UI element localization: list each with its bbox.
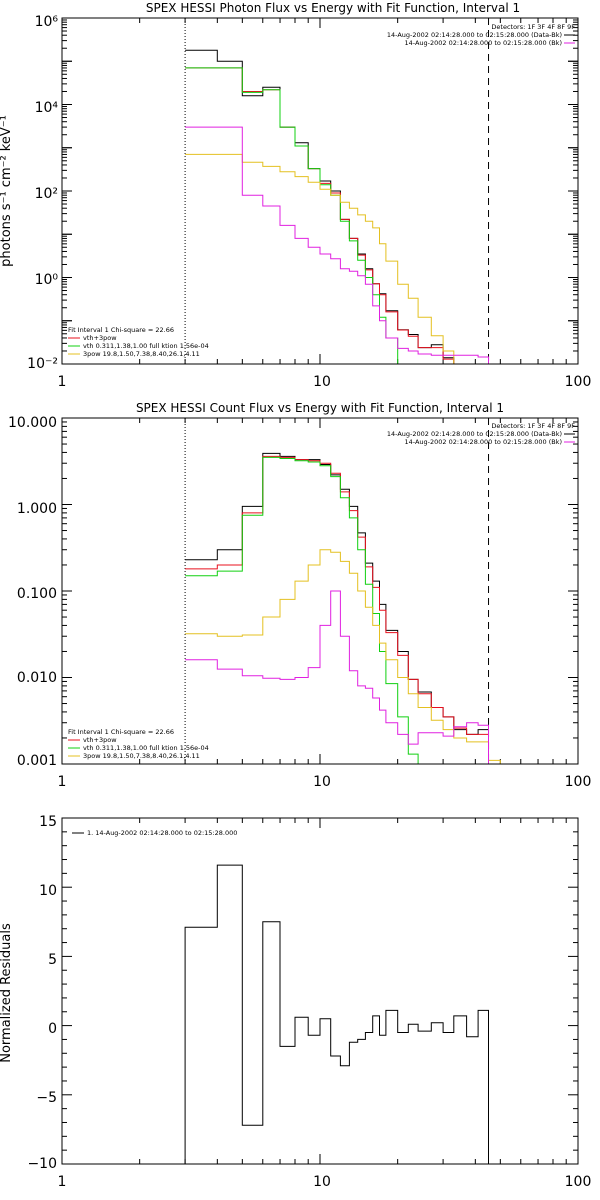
x-tick-label-10: 10 bbox=[313, 374, 331, 390]
x-tick-label-100: 100 bbox=[565, 374, 592, 390]
count-flux-title: SPEX HESSI Count Flux vs Energy with Fit… bbox=[136, 401, 504, 415]
photon-flux-x-tick-labels: 1 10 100 bbox=[58, 374, 592, 390]
data-interval-text: 14-Aug-2002 02:14:28.000 to 02:15:28.000… bbox=[387, 430, 562, 438]
x-tick-label-1: 1 bbox=[58, 1174, 67, 1190]
background-interval-text: 14-Aug-2002 02:14:28.000 to 02:15:28.000… bbox=[405, 438, 562, 446]
residuals-plot-frame bbox=[61, 817, 579, 1165]
x-tick-label-10: 10 bbox=[313, 774, 331, 790]
photon-flux-plot-frame bbox=[61, 17, 579, 365]
y-tick-label-15: 15 bbox=[39, 814, 57, 830]
y-tick-label-1e4: 10⁴ bbox=[35, 100, 59, 116]
residuals-ticks bbox=[61, 817, 579, 1165]
residuals-y-axis-label: Normalized Residuals bbox=[0, 923, 14, 1063]
y-tick-label-minus5: −5 bbox=[36, 1090, 57, 1106]
residuals-panel: 1 10 100 15 10 5 0 −5 −10 Normalized Res… bbox=[0, 814, 591, 1190]
count-flux-info-box: Detectors: 1F 3F 4F 8F 9F 14-Aug-2002 02… bbox=[387, 422, 575, 446]
photon-flux-series bbox=[185, 49, 489, 365]
residuals-series bbox=[184, 864, 489, 1164]
y-tick-label-1e-2: 10⁻² bbox=[27, 356, 58, 372]
series-vth-3pow-line bbox=[185, 67, 479, 365]
vth-params-text: vth 0.311,1.38,1.00 full ktion 1.56e-04 bbox=[83, 744, 209, 752]
y-tick-label-minus10: −10 bbox=[27, 1156, 57, 1172]
vth-params-text: vth 0.311,1.38,1.00 full ktion 1.56e-04 bbox=[83, 342, 209, 350]
series-residuals-line bbox=[184, 864, 489, 1164]
y-tick-label-1e0: 10⁰ bbox=[35, 272, 59, 288]
series-vth-line bbox=[185, 67, 409, 365]
y-tick-label-10: 10 bbox=[39, 883, 57, 899]
count-flux-y-tick-labels: 10.000 1.000 0.100 0.010 0.001 bbox=[8, 415, 57, 769]
x-tick-label-1: 1 bbox=[58, 374, 67, 390]
y-tick-label-0.01: 0.010 bbox=[17, 670, 57, 686]
x-tick-label-100: 100 bbox=[565, 774, 592, 790]
count-flux-fit-legend: Fit Interval 1 Chi-square = 22.66 vth+3p… bbox=[68, 728, 209, 760]
series-3pow-line bbox=[185, 549, 511, 765]
y-tick-label-1e2: 10² bbox=[35, 186, 58, 202]
count-flux-x-tick-labels: 1 10 100 bbox=[58, 774, 592, 790]
photon-flux-y-axis-label: photons s⁻¹ cm⁻² keV⁻¹ bbox=[0, 115, 14, 267]
count-flux-range-markers bbox=[184, 418, 490, 764]
photon-flux-ticks bbox=[61, 17, 579, 365]
y-tick-label-0.1: 0.100 bbox=[17, 586, 57, 602]
count-flux-panel: SPEX HESSI Count Flux vs Energy with Fit… bbox=[8, 401, 591, 790]
x-tick-label-1: 1 bbox=[58, 774, 67, 790]
photon-flux-range-markers bbox=[184, 18, 490, 364]
detectors-text: Detectors: 1F 3F 4F 8F 9F bbox=[491, 422, 575, 430]
detectors-text: Detectors: 1F 3F 4F 8F 9F bbox=[491, 23, 575, 31]
series-background-line bbox=[185, 126, 489, 364]
residuals-y-tick-labels: 15 10 5 0 −5 −10 bbox=[27, 814, 57, 1172]
fit-chi-square-text: Fit Interval 1 Chi-square = 22.66 bbox=[68, 326, 174, 334]
photon-flux-info-box: Detectors: 1F 3F 4F 8F 9F 14-Aug-2002 02… bbox=[387, 23, 575, 47]
series-data-line bbox=[185, 49, 489, 365]
y-tick-label-0: 0 bbox=[48, 1021, 57, 1037]
data-interval-text: 14-Aug-2002 02:14:28.000 to 02:15:28.000… bbox=[387, 31, 562, 39]
y-tick-label-5: 5 bbox=[48, 952, 57, 968]
y-tick-label-1e6: 10⁶ bbox=[35, 14, 59, 30]
x-tick-label-100: 100 bbox=[565, 1174, 592, 1190]
x-tick-label-10: 10 bbox=[313, 1174, 331, 1190]
fit-model-text: vth+3pow bbox=[83, 736, 117, 744]
3pow-params-text: 3pow 19.8,1.50,7.38,8.40,26.1,4.11 bbox=[83, 350, 200, 358]
series-vth-line bbox=[185, 456, 419, 764]
3pow-params-text: 3pow 19.8,1.50,7.38,8.40,26.1,4.11 bbox=[83, 752, 200, 760]
photon-flux-title: SPEX HESSI Photon Flux vs Energy with Fi… bbox=[146, 1, 520, 15]
y-tick-label-1: 1.000 bbox=[17, 501, 57, 517]
count-flux-plot-frame bbox=[61, 417, 579, 765]
count-flux-series bbox=[185, 452, 511, 765]
series-background-line bbox=[185, 590, 489, 764]
photon-flux-fit-legend: Fit Interval 1 Chi-square = 22.66 vth+3p… bbox=[68, 326, 209, 358]
fit-model-text: vth+3pow bbox=[83, 334, 117, 342]
series-vth-3pow-line bbox=[185, 455, 489, 764]
background-interval-text: 14-Aug-2002 02:14:28.000 to 02:15:28.000… bbox=[405, 39, 562, 47]
photon-flux-panel: SPEX HESSI Photon Flux vs Energy with Fi… bbox=[0, 1, 591, 390]
y-tick-label-10: 10.000 bbox=[8, 415, 57, 431]
series-3pow-line bbox=[185, 153, 489, 365]
residuals-legend: 1. 14-Aug-2002 02:14:28.000 to 02:15:28.… bbox=[72, 829, 237, 837]
y-tick-label-0.001: 0.001 bbox=[17, 753, 57, 769]
residuals-x-tick-labels: 1 10 100 bbox=[58, 1174, 592, 1190]
fit-chi-square-text: Fit Interval 1 Chi-square = 22.66 bbox=[68, 728, 174, 736]
series-data-line bbox=[185, 452, 489, 764]
count-flux-ticks bbox=[61, 417, 579, 765]
photon-flux-y-tick-labels: 10⁶ 10⁴ 10² 10⁰ 10⁻² bbox=[27, 14, 58, 372]
residuals-legend-text: 1. 14-Aug-2002 02:14:28.000 to 02:15:28.… bbox=[87, 829, 237, 837]
